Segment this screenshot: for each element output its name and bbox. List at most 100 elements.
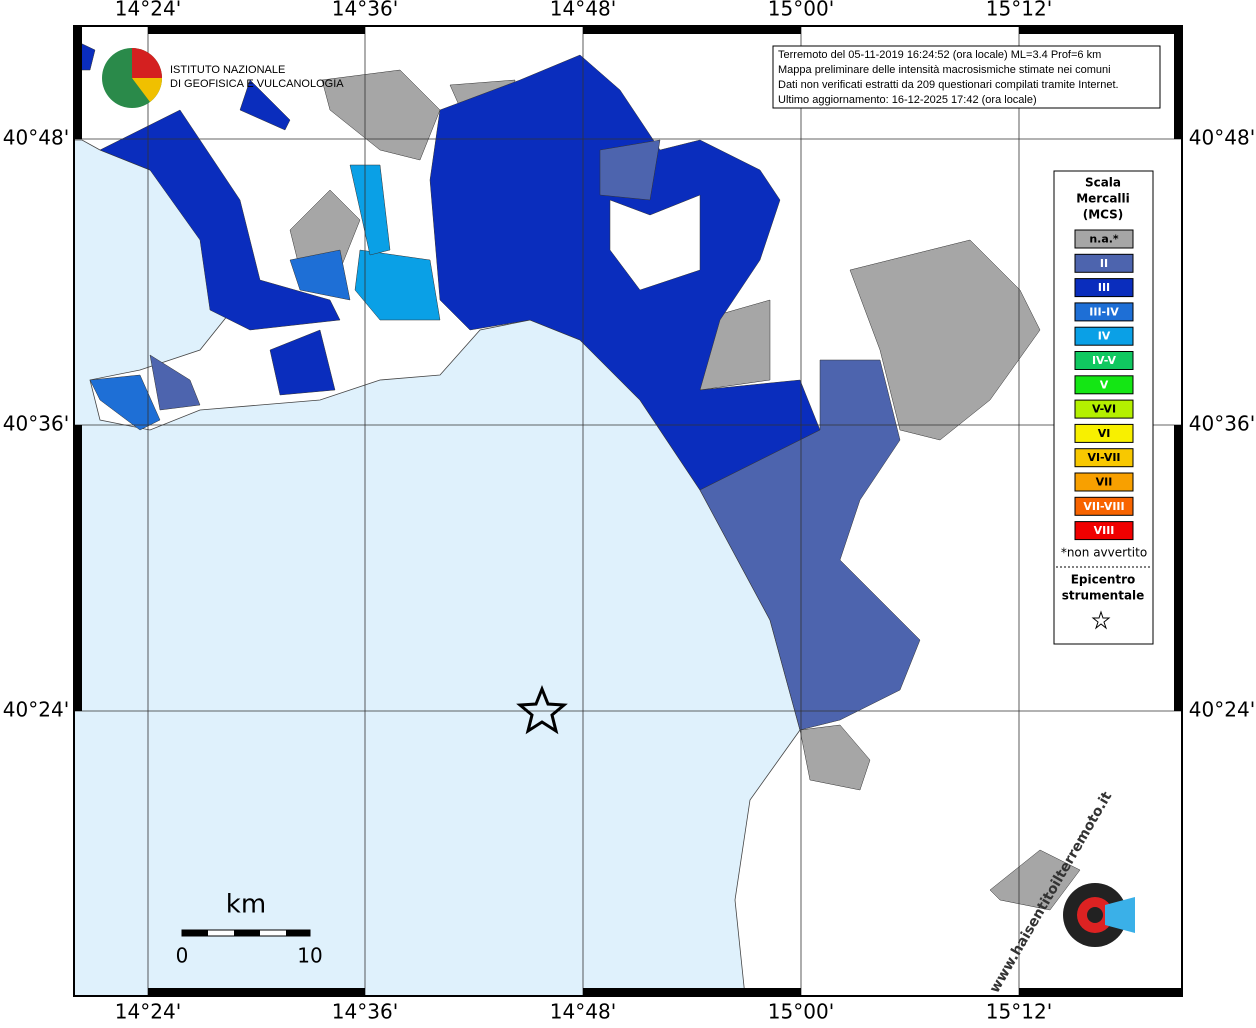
- scale-bar-title: km: [226, 890, 266, 920]
- legend-label: VIII: [1094, 524, 1115, 537]
- municipality: [599, 139, 661, 201]
- municipality: [289, 249, 351, 301]
- latitude-label: 40°24': [1189, 698, 1255, 722]
- latitude-label: 40°36': [3, 412, 69, 436]
- logo-text: DI GEOFISICA E VULCANOLOGIA: [170, 78, 344, 90]
- municipality: [354, 249, 441, 321]
- legend-swatch: [1074, 375, 1134, 395]
- legend-label: IV-V: [1092, 354, 1117, 367]
- legend-swatch: [1074, 351, 1134, 370]
- scale-bar-segment: [182, 930, 208, 936]
- legend-note: *non avvertito: [1061, 546, 1147, 560]
- municipality: [321, 69, 441, 161]
- frame-bar: [1019, 988, 1182, 996]
- longitude-label: 14°48': [550, 1000, 616, 1024]
- frame-bar: [148, 26, 365, 34]
- latitude-label: 40°48': [3, 126, 69, 150]
- frame-bar: [583, 26, 801, 34]
- legend-label: VII: [1096, 476, 1113, 489]
- municipality: [609, 194, 701, 291]
- legend-star: [1091, 610, 1111, 630]
- scale-bar: [181, 929, 311, 937]
- scale-bar-segment: [234, 930, 260, 936]
- info-line: Dati non verificati estratti da 209 ques…: [778, 79, 1119, 91]
- logo-segment: [132, 48, 162, 78]
- legend-swatch: [1074, 399, 1134, 419]
- info-line: Terremoto del 05-11-2019 16:24:52 (ora l…: [778, 49, 1101, 61]
- legend-title: (MCS): [1083, 208, 1124, 222]
- longitude-label: 15°00': [768, 1000, 834, 1024]
- logo-text: ISTITUTO NAZIONALE: [170, 64, 285, 76]
- watermark-logo: [1063, 883, 1135, 947]
- legend-label: V-VI: [1092, 403, 1116, 416]
- epicenter-star: [516, 684, 568, 735]
- legend-title: Scala: [1085, 176, 1121, 190]
- longitude-label: 15°00': [768, 0, 834, 21]
- municipality: [699, 359, 921, 731]
- legend-swatch: [1074, 302, 1134, 322]
- watermark-circle: [1087, 907, 1103, 923]
- latitude-label: 40°48': [1189, 126, 1255, 150]
- municipality: [849, 239, 1041, 441]
- longitude-label: 14°24': [115, 0, 181, 21]
- legend-swatch: [1074, 326, 1134, 346]
- legend-label: III-IV: [1089, 305, 1119, 318]
- info-line: Mappa preliminare delle intensità macros…: [778, 64, 1111, 76]
- scale-bar-label: 10: [297, 944, 322, 968]
- legend-swatch: [1074, 253, 1134, 273]
- watermark-beam: [1105, 897, 1135, 933]
- frame-bar: [1174, 26, 1182, 139]
- logo-segment: [132, 78, 162, 102]
- longitude-label: 14°36': [332, 0, 398, 21]
- longitude-label: 14°24': [115, 1000, 181, 1024]
- legend-label: VI-VII: [1087, 451, 1120, 464]
- frame-bar: [74, 425, 82, 711]
- municipality: [239, 79, 291, 131]
- legend-swatch: [1074, 472, 1134, 492]
- legend-swatch: [1074, 278, 1134, 298]
- legend-label: VI: [1098, 427, 1111, 440]
- legend-label: V: [1100, 378, 1109, 391]
- municipality: [149, 354, 201, 411]
- scale-bar-label: 0: [176, 944, 189, 968]
- latitude-label: 40°24': [3, 698, 69, 722]
- longitude-label: 14°48': [550, 0, 616, 21]
- municipality: [989, 849, 1081, 911]
- municipality: [429, 54, 821, 491]
- legend-label: VII-VIII: [1083, 500, 1124, 513]
- municipality: [349, 164, 391, 256]
- legend-title: Mercalli: [1076, 192, 1130, 206]
- info-box: [772, 45, 1161, 109]
- legend-swatch: [1074, 448, 1134, 468]
- frame-bar: [1174, 425, 1182, 711]
- legend-swatch: [1074, 423, 1134, 443]
- legend-label: III: [1098, 281, 1110, 294]
- latitude-label: 40°36': [1189, 412, 1255, 436]
- legend-epicenter: strumentale: [1062, 589, 1145, 603]
- longitude-label: 15°12': [986, 0, 1052, 21]
- frame-bar: [74, 26, 82, 139]
- legend-swatch: [1074, 496, 1134, 516]
- graticule: [73, 25, 1183, 997]
- legend-epicenter: Epicentro: [1071, 573, 1136, 587]
- legend-label: IV: [1098, 330, 1111, 343]
- longitude-label: 15°12': [986, 1000, 1052, 1024]
- scale-bar-segment: [286, 930, 310, 936]
- frame-bar: [148, 988, 365, 996]
- municipality: [99, 109, 341, 331]
- frame-bar: [1019, 26, 1182, 34]
- municipality: [799, 724, 871, 791]
- frame-bar: [583, 988, 801, 996]
- ingv-logo: [102, 48, 162, 108]
- info-line: Ultimo aggiornamento: 16-12-2025 17:42 (…: [778, 94, 1037, 106]
- labels: 14°24' 14°24' 14°36' 14°36' 14°48' 14°48' 15°0…: [3, 0, 1255, 1024]
- longitude-label: 14°36': [332, 1000, 398, 1024]
- legend-swatch: [1074, 229, 1134, 249]
- legend-label: II: [1100, 257, 1108, 270]
- legend-label: n.a.*: [1089, 233, 1119, 246]
- municipality: [269, 329, 336, 396]
- legend-swatch: [1074, 521, 1134, 541]
- regions: [73, 39, 1081, 911]
